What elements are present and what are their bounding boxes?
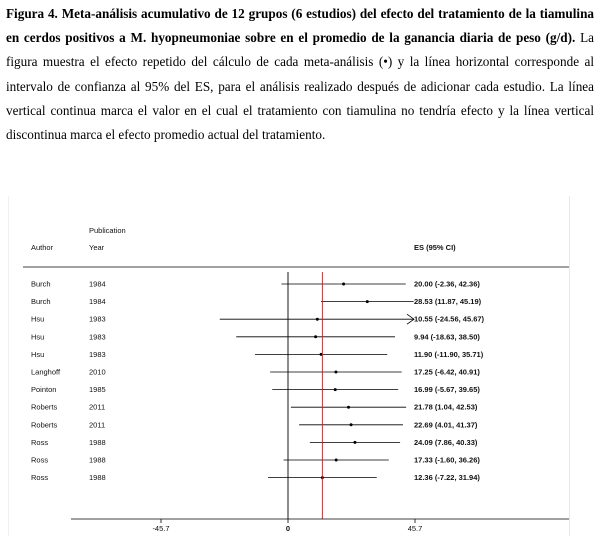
effect-point bbox=[314, 335, 318, 339]
header-publication: Publication bbox=[89, 226, 126, 235]
forest-rows: Burch 1984 20.00 (-2.36, 42.36) Burch 1984 28… bbox=[31, 280, 485, 483]
row-author: Roberts bbox=[31, 403, 58, 412]
row-author: Burch bbox=[31, 280, 51, 289]
forest-row: Ross 1988 12.36 (-7.22, 31.94) bbox=[31, 473, 480, 482]
caption-body: La figura muestra el efecto repetido del… bbox=[6, 30, 594, 143]
forest-plot: Publication Author Year ES (95% CI) Burc… bbox=[23, 226, 569, 533]
row-author: Ross bbox=[31, 473, 48, 482]
forest-row: Ross 1988 17.33 (-1.60, 36.26) bbox=[31, 456, 480, 465]
effect-point bbox=[315, 317, 319, 321]
effect-point bbox=[334, 370, 338, 374]
row-author: Hsu bbox=[31, 315, 44, 324]
forest-row: Hsu 1983 10.55 (-24.56, 45.67) bbox=[31, 313, 485, 325]
row-es-label: 12.36 (-7.22, 31.94) bbox=[414, 473, 480, 482]
effect-point bbox=[365, 300, 369, 304]
forest-row: Roberts 2011 22.69 (4.01, 41.37) bbox=[31, 420, 478, 429]
row-year: 1983 bbox=[89, 315, 106, 324]
row-year: 1984 bbox=[89, 297, 106, 306]
row-year: 1983 bbox=[89, 350, 106, 359]
x-tick-label: 45.7 bbox=[408, 524, 423, 533]
row-author: Hsu bbox=[31, 332, 44, 341]
effect-point bbox=[353, 440, 357, 444]
effect-point bbox=[333, 388, 337, 392]
x-tick-label: -45.7 bbox=[152, 524, 169, 533]
forest-row: Hsu 1983 11.90 (-11.90, 35.71) bbox=[31, 350, 484, 359]
caption-bold: Figura 4. Meta-análisis acumulativo de 1… bbox=[6, 6, 594, 46]
row-es-label: 10.55 (-24.56, 45.67) bbox=[414, 315, 485, 324]
row-year: 1984 bbox=[89, 280, 106, 289]
row-year: 2011 bbox=[89, 420, 105, 429]
effect-point bbox=[342, 282, 346, 286]
row-author: Roberts bbox=[31, 420, 58, 429]
effect-point bbox=[347, 405, 351, 409]
row-year: 2011 bbox=[89, 403, 105, 412]
header-author: Author bbox=[31, 243, 54, 252]
header-es-ci: ES (95% CI) bbox=[414, 243, 456, 252]
row-es-label: 11.90 (-11.90, 35.71) bbox=[414, 350, 484, 359]
row-author: Burch bbox=[31, 297, 51, 306]
effect-point bbox=[349, 423, 353, 427]
row-year: 1988 bbox=[89, 456, 106, 465]
row-author: Hsu bbox=[31, 350, 44, 359]
row-year: 1988 bbox=[89, 473, 106, 482]
effect-point bbox=[334, 458, 338, 462]
x-axis: -45.7 0 45.7 bbox=[23, 266, 569, 533]
forest-row: Burch 1984 28.53 (11.87, 45.19) bbox=[31, 297, 482, 306]
forest-row: Burch 1984 20.00 (-2.36, 42.36) bbox=[31, 280, 480, 289]
header-year: Year bbox=[89, 243, 105, 252]
row-author: Langhoff bbox=[31, 368, 61, 377]
effect-point bbox=[319, 352, 323, 356]
row-es-label: 21.78 (1.04, 42.53) bbox=[414, 403, 478, 412]
forest-row: Pointon 1985 16.99 (-5.67, 39.65) bbox=[31, 385, 480, 394]
forest-row: Hsu 1983 9.94 (-18.63, 38.50) bbox=[31, 332, 480, 341]
forest-plot-frame: Publication Author Year ES (95% CI) Burc… bbox=[8, 196, 570, 536]
row-es-label: 24.09 (7.86, 40.33) bbox=[414, 438, 478, 447]
row-es-label: 17.25 (-6.42, 40.91) bbox=[414, 368, 480, 377]
forest-row: Langhoff 2010 17.25 (-6.42, 40.91) bbox=[31, 368, 480, 377]
row-es-label: 22.69 (4.01, 41.37) bbox=[414, 420, 478, 429]
row-es-label: 20.00 (-2.36, 42.36) bbox=[414, 280, 480, 289]
row-year: 1988 bbox=[89, 438, 106, 447]
row-year: 2010 bbox=[89, 368, 106, 377]
row-es-label: 16.99 (-5.67, 39.65) bbox=[414, 385, 480, 394]
row-es-label: 17.33 (-1.60, 36.26) bbox=[414, 456, 480, 465]
row-year: 1983 bbox=[89, 332, 106, 341]
row-author: Ross bbox=[31, 456, 48, 465]
x-tick-label: 0 bbox=[286, 524, 290, 533]
row-es-label: 9.94 (-18.63, 38.50) bbox=[414, 332, 480, 341]
forest-row: Roberts 2011 21.78 (1.04, 42.53) bbox=[31, 403, 478, 412]
ci-arrow bbox=[406, 313, 415, 325]
forest-row: Ross 1988 24.09 (7.86, 40.33) bbox=[31, 438, 478, 447]
row-author: Pointon bbox=[31, 385, 56, 394]
row-year: 1985 bbox=[89, 385, 106, 394]
figure-caption: Figura 4. Meta-análisis acumulativo de 1… bbox=[6, 2, 594, 147]
row-author: Ross bbox=[31, 438, 48, 447]
row-es-label: 28.53 (11.87, 45.19) bbox=[414, 297, 482, 306]
